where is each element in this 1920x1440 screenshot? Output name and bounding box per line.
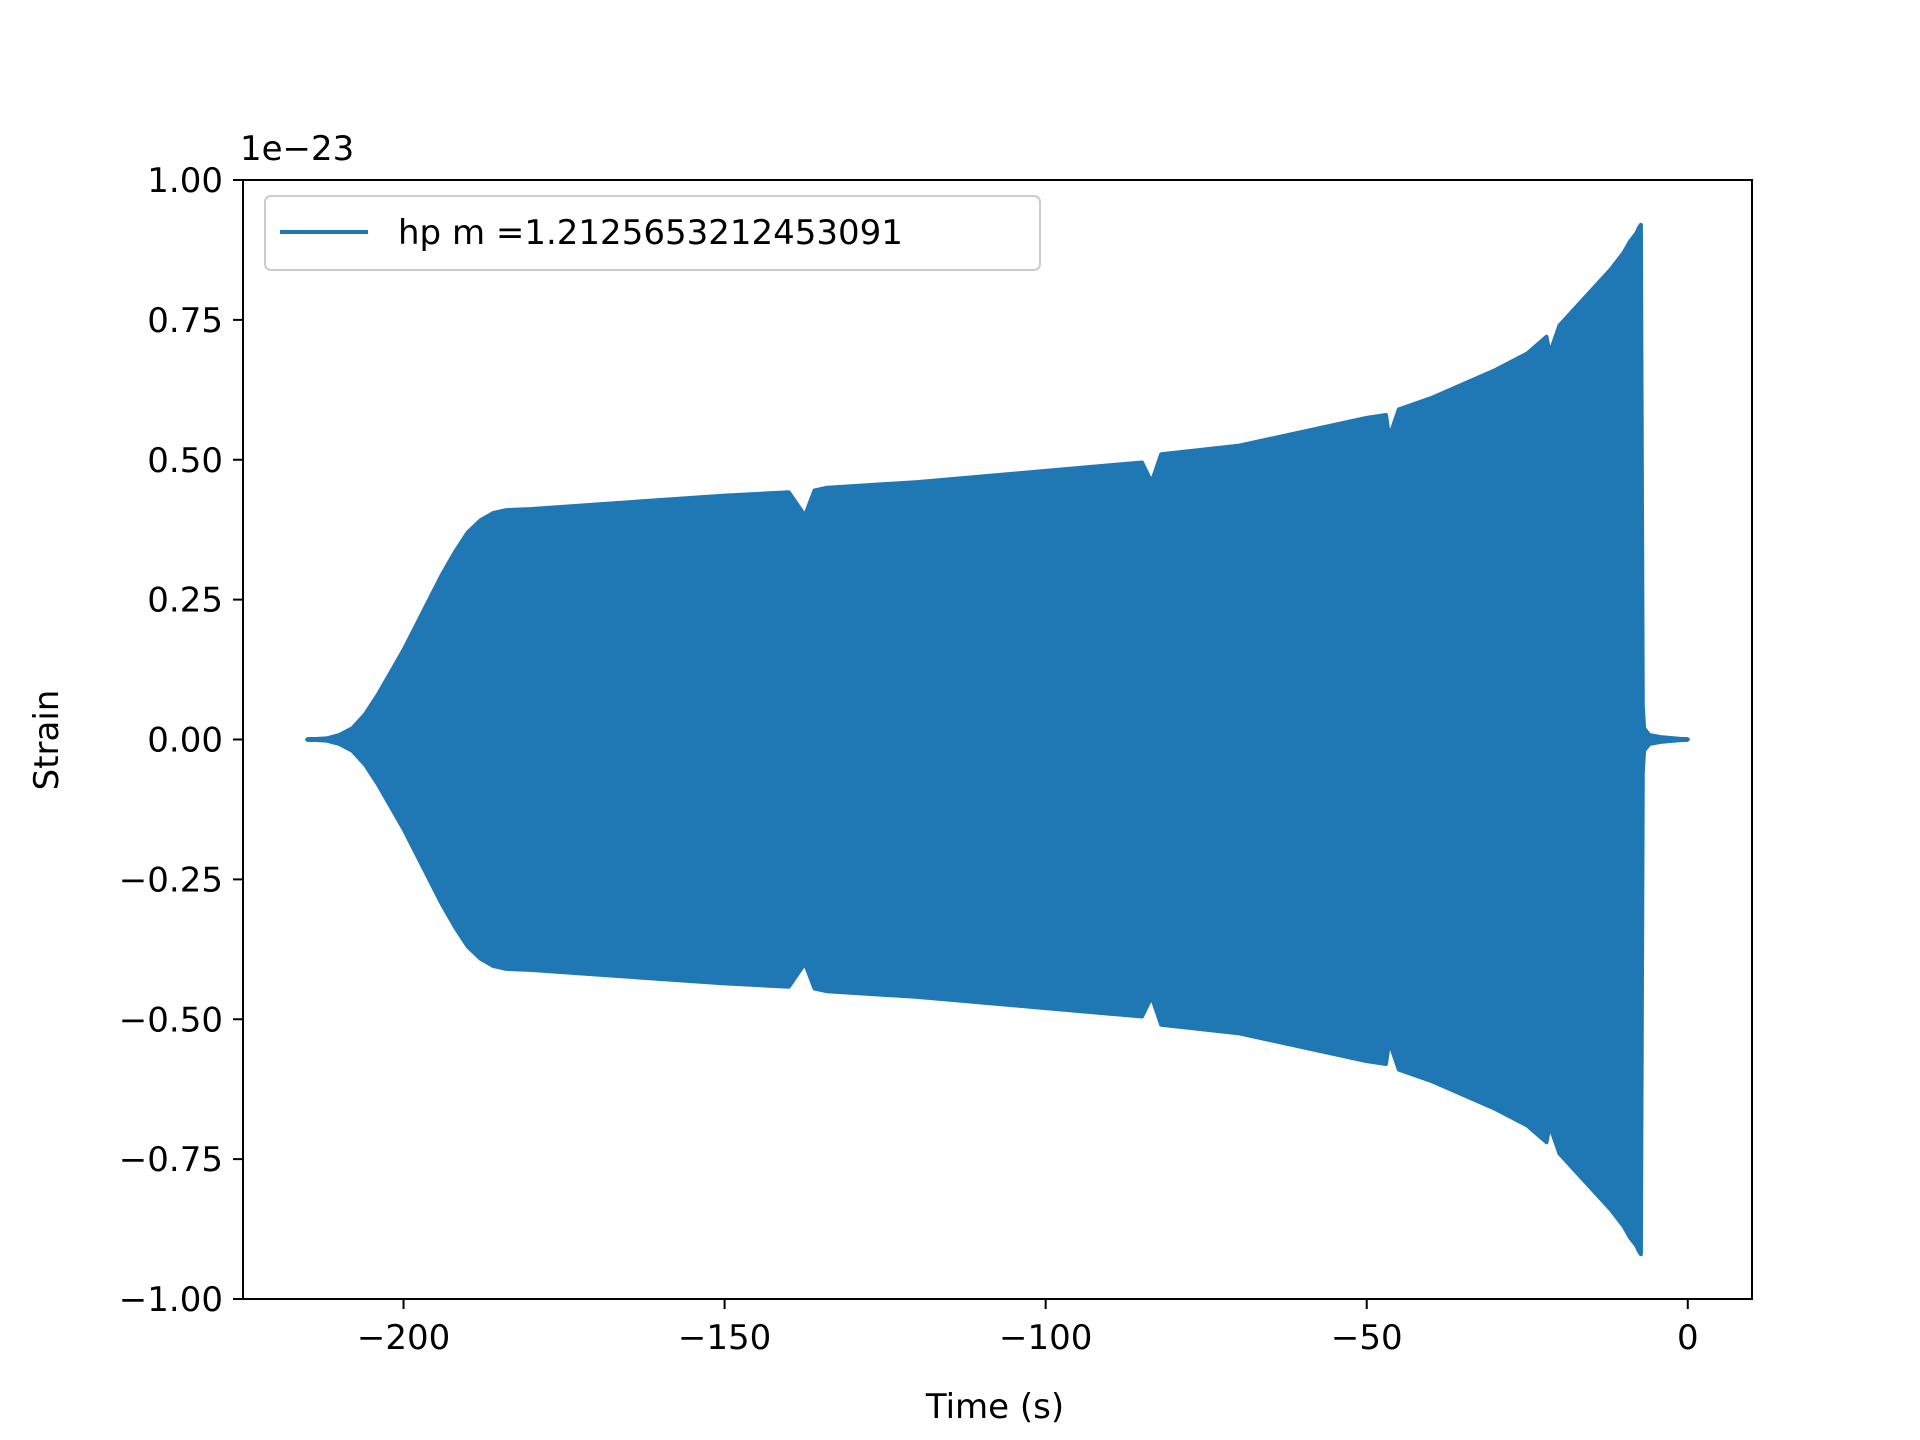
x-axis-label: Time (s) xyxy=(925,1387,1064,1427)
y-tick-label: −1.00 xyxy=(119,1280,223,1320)
legend: hp m =1.2125653212453091 xyxy=(264,195,1041,271)
x-tick-label: −100 xyxy=(999,1318,1092,1358)
y-tick-label: −0.75 xyxy=(119,1140,223,1180)
y-tick-label: 1.00 xyxy=(147,161,223,201)
axes-frame xyxy=(242,179,1753,1300)
y-axis: −1.00 −0.75 −0.50 −0.25 0.00 0.25 0.50 0.75 1.00 xyxy=(119,161,243,1320)
y-offset-label: 1e−23 xyxy=(240,129,354,169)
y-axis-label: Strain xyxy=(27,690,67,791)
y-tick-label: 0.50 xyxy=(147,441,223,481)
x-tick-label: −150 xyxy=(678,1318,771,1358)
y-tick-label: 0.75 xyxy=(147,301,223,341)
y-tick-label: −0.25 xyxy=(119,860,223,900)
legend-box xyxy=(264,195,1041,271)
x-tick-label: −200 xyxy=(357,1318,450,1358)
y-tick-label: 0.00 xyxy=(147,721,223,761)
x-tick-label: 0 xyxy=(1677,1318,1699,1358)
x-tick-label: −50 xyxy=(1331,1318,1403,1358)
y-tick-label: 0.25 xyxy=(147,581,223,621)
legend-label: hp m =1.2125653212453091 xyxy=(398,213,903,253)
y-tick-label: −0.50 xyxy=(119,1000,223,1040)
x-axis: −200 −150 −100 −50 0 xyxy=(357,1299,1699,1358)
plot-area xyxy=(305,222,1690,1257)
